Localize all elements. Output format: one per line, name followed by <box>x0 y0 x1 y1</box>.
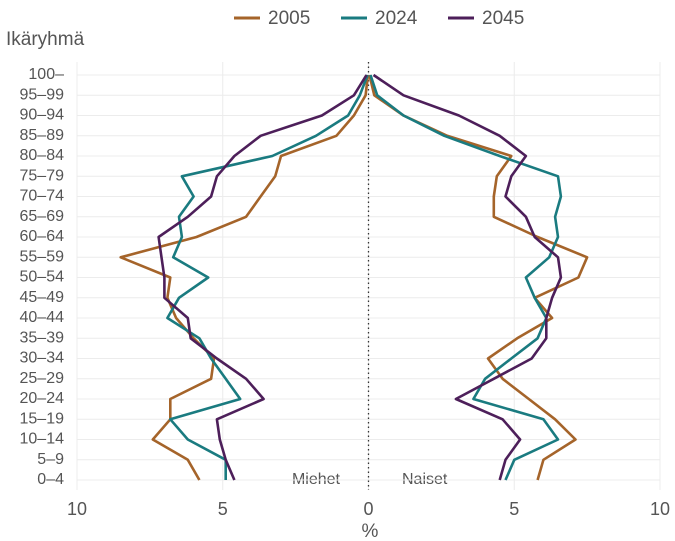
series-line <box>368 74 589 481</box>
y-tick-label: 50–54 <box>20 269 65 286</box>
series-line <box>157 74 368 481</box>
x-axis-title: % <box>362 521 379 541</box>
x-tick-label: 0 <box>363 499 373 519</box>
x-tick-label: 5 <box>218 499 228 519</box>
y-tick-label: 10–14 <box>20 431 65 448</box>
series-line <box>166 74 369 480</box>
y-tick-label: 5–9 <box>37 451 64 468</box>
y-axis-title: Ikäryhmä <box>6 29 85 50</box>
legend-label: 2024 <box>375 8 418 29</box>
y-tick-label: 80–84 <box>20 147 65 164</box>
x-tick-label: 10 <box>67 499 87 519</box>
y-tick-label: 35–39 <box>20 329 65 346</box>
y-tick-label: 30–34 <box>20 350 65 367</box>
y-tick-label: 75–79 <box>20 167 65 184</box>
y-tick-label: 70–74 <box>20 188 65 205</box>
y-tick-label: 20–24 <box>20 390 65 407</box>
y-tick-label: 65–69 <box>20 208 65 225</box>
y-tick-label: 95–99 <box>20 86 65 103</box>
y-tick-label: 15–19 <box>20 410 65 427</box>
series-line <box>119 74 370 481</box>
x-tick-label: 5 <box>509 499 519 519</box>
legend-label: 2045 <box>482 8 524 29</box>
y-tick-label: 45–49 <box>20 289 65 306</box>
x-tick-label: 10 <box>650 499 670 519</box>
y-tick-label: 60–64 <box>20 228 65 245</box>
y-tick-label: 0–4 <box>37 471 64 488</box>
y-tick-label: 90–94 <box>20 107 65 124</box>
series-line <box>372 73 563 481</box>
y-tick-label: 40–44 <box>20 309 65 326</box>
y-tick-label: 55–59 <box>20 248 65 265</box>
series-line <box>369 74 563 481</box>
y-tick-label: 100– <box>28 66 64 83</box>
legend-label: 2005 <box>268 8 310 29</box>
y-tick-label: 85–89 <box>20 127 65 144</box>
y-tick-label: 25–29 <box>20 370 65 387</box>
